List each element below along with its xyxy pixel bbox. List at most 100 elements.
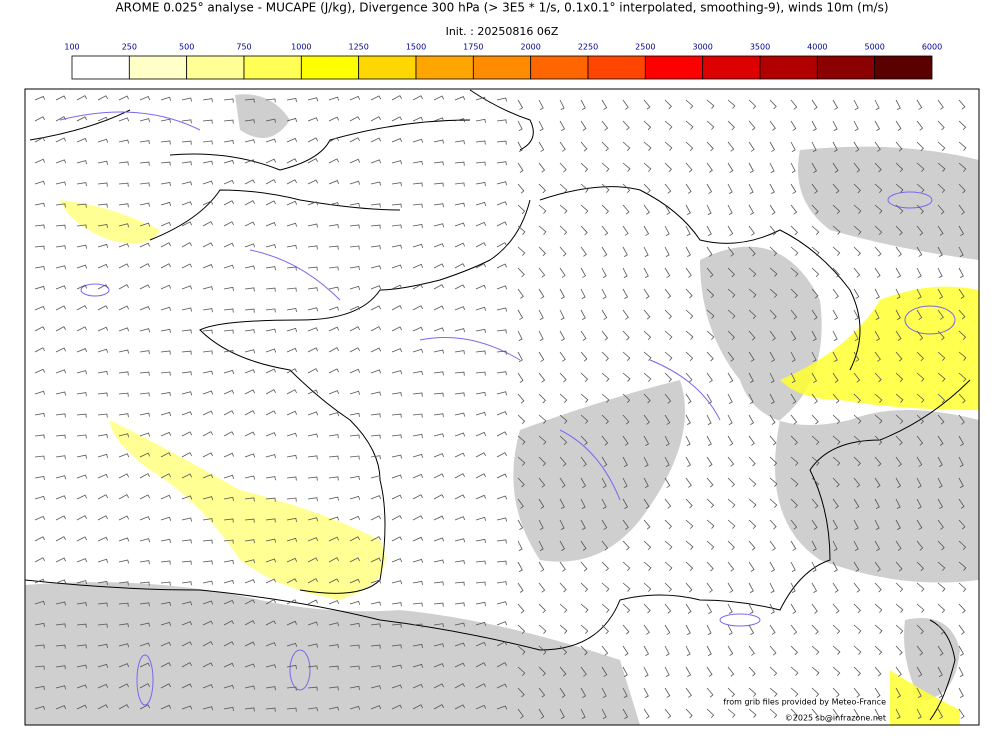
wind-barb [958, 561, 967, 571]
map-frame [24, 88, 980, 726]
wind-barb [958, 372, 967, 382]
wind-barb [643, 225, 650, 236]
wind-barb [496, 181, 507, 186]
wind-barb [895, 519, 901, 530]
wind-barb [391, 284, 403, 290]
yellow-area [60, 200, 160, 244]
wind-barb [811, 162, 818, 173]
wind-barb [328, 347, 339, 353]
wind-barb [895, 267, 902, 278]
wind-barb [538, 162, 546, 173]
wind-barb [139, 263, 150, 269]
wind-barb [853, 225, 862, 235]
wind-barb [454, 560, 465, 565]
wind-barb [370, 515, 382, 521]
wind-barb [433, 284, 444, 290]
wind-barb [832, 351, 838, 362]
wind-barb [181, 329, 192, 334]
wind-barb [685, 120, 694, 130]
wind-barb [580, 687, 587, 698]
wind-barb [265, 578, 277, 584]
wind-barb [664, 351, 673, 361]
wind-barb [496, 560, 507, 565]
wind-barb [559, 330, 566, 341]
wind-barb [391, 370, 403, 375]
wind-barb [916, 393, 925, 403]
wind-barb [874, 477, 881, 488]
wind-barb [412, 433, 423, 439]
wind-barb [160, 683, 171, 689]
wind-barb [832, 498, 839, 509]
wind-barb [811, 435, 820, 445]
wind-barb [643, 435, 650, 446]
wind-barb [643, 351, 652, 361]
wind-barb [412, 348, 424, 353]
wind-barb [832, 666, 841, 676]
wind-barb [874, 708, 880, 719]
wind-barb [244, 641, 256, 647]
wind-barb [412, 370, 423, 375]
wind-barb [118, 305, 130, 311]
wind-barb [286, 432, 298, 437]
wind-barb [685, 162, 693, 173]
wind-barb [244, 599, 256, 605]
wind-barb [160, 118, 171, 123]
wind-barb [454, 412, 465, 417]
wind-barb [97, 643, 108, 649]
wind-barb [874, 225, 883, 236]
wind-barb [433, 643, 445, 648]
wind-barb [538, 687, 546, 698]
wind-barb [286, 454, 297, 459]
wind-barb [181, 601, 193, 606]
wind-barb [139, 242, 151, 248]
wind-barb [706, 498, 715, 509]
wind-barb [391, 494, 403, 500]
wind-barb [139, 473, 150, 479]
wind-barb [601, 309, 608, 320]
wind-barb [181, 560, 192, 565]
wind-barb [832, 414, 841, 425]
wind-barb [937, 267, 943, 279]
wind-barb [454, 263, 465, 269]
wind-barb [937, 666, 943, 677]
wind-barb [265, 476, 276, 481]
wind-barb [118, 494, 129, 500]
wind-barb [34, 224, 45, 229]
wind-barb [55, 245, 66, 250]
wind-barb [664, 498, 672, 509]
wind-barb [265, 432, 277, 437]
wind-barb [748, 666, 756, 677]
wind-barb [97, 305, 108, 311]
wind-barb [643, 393, 651, 404]
wind-barb [97, 515, 108, 521]
wind-barb [811, 666, 820, 676]
wind-barb [202, 641, 213, 647]
wind-barb [643, 582, 652, 592]
wind-barb [244, 139, 255, 144]
wind-barb [895, 561, 903, 572]
wind-barb [97, 558, 109, 563]
wind-barb [643, 519, 651, 530]
wind-barb [307, 245, 318, 250]
wind-barb [790, 645, 798, 656]
wind-barb [874, 498, 880, 509]
wind-barb [223, 559, 234, 565]
wind-barb [643, 666, 649, 678]
colorbar-tick-label: 4000 [807, 43, 827, 52]
wind-barb [790, 708, 798, 719]
wind-barb [496, 97, 507, 102]
wind-barb [790, 141, 796, 152]
wind-barb [370, 413, 381, 418]
wind-barb [76, 392, 87, 397]
wind-barb [181, 221, 193, 227]
wind-barb [307, 179, 319, 185]
wind-barb [223, 496, 234, 501]
wind-barb [958, 267, 964, 278]
wind-barb [916, 372, 925, 382]
wind-barb [328, 496, 339, 501]
wind-barb [853, 456, 861, 467]
wind-barb [832, 246, 841, 256]
wind-barb [118, 95, 130, 101]
wind-barb [286, 97, 297, 103]
